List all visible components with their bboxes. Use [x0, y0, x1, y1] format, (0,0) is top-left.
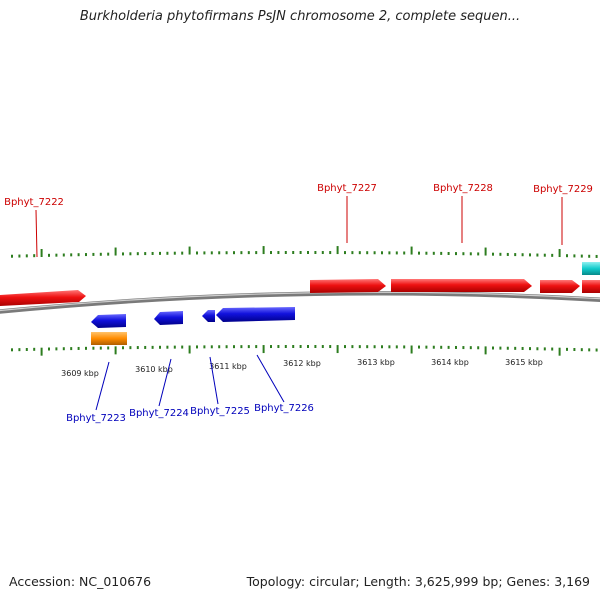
rna-gene[interactable]: [582, 262, 600, 275]
feature-orange[interactable]: [91, 332, 127, 345]
inner-tick-row: [11, 345, 598, 356]
chromosome-backbone: [0, 291, 600, 314]
gene-label-bphyt-7229[interactable]: Bphyt_7229: [533, 184, 593, 195]
gene-bphyt-7225[interactable]: [202, 310, 215, 322]
label-leader: [256, 354, 285, 403]
label-leader: [209, 356, 219, 405]
gene-bphyt-7229[interactable]: [540, 280, 580, 293]
gene-bphyt-7224[interactable]: [154, 311, 183, 325]
kbp-label: 3613 kbp: [357, 358, 395, 367]
gene-label-bphyt-7227[interactable]: Bphyt_7227: [317, 183, 377, 194]
kbp-label: 3610 kbp: [135, 365, 173, 374]
outer-tick-row: [11, 246, 598, 258]
kbp-label: 3609 kbp: [61, 369, 99, 378]
kbp-label: 3612 kbp: [283, 359, 321, 368]
gene-label-bphyt-7223[interactable]: Bphyt_7223: [66, 413, 126, 424]
gene-label-bphyt-7226[interactable]: Bphyt_7226: [254, 403, 314, 414]
kbp-label: 3614 kbp: [431, 358, 469, 367]
label-leader: [158, 358, 172, 407]
label-leader: [95, 361, 110, 411]
map-title: Burkholderia phytofirmans PsJN chromosom…: [79, 9, 521, 24]
gene-label-bphyt-7222[interactable]: Bphyt_7222: [4, 197, 64, 208]
topology-text: Topology: circular; Length: 3,625,999 bp…: [246, 574, 590, 589]
label-leader: [35, 209, 38, 258]
kbp-label: 3615 kbp: [505, 358, 543, 367]
kbp-label: 3611 kbp: [209, 362, 247, 371]
gene-bphyt-7222[interactable]: [0, 290, 86, 306]
gene-bphyt-7228[interactable]: [391, 279, 532, 292]
gene-bphyt-7227[interactable]: [310, 279, 386, 293]
gene-label-bphyt-7228[interactable]: Bphyt_7228: [433, 183, 493, 194]
accession-text: Accession: NC_010676: [9, 574, 152, 589]
gene-label-bphyt-7224[interactable]: Bphyt_7224: [129, 408, 189, 419]
gene-bphyt-7226[interactable]: [216, 307, 295, 322]
gene-label-bphyt-7225[interactable]: Bphyt_7225: [190, 406, 250, 417]
gene-bphyt-7223[interactable]: [91, 314, 126, 328]
gene-bphyt-7230-partial[interactable]: [582, 280, 600, 293]
